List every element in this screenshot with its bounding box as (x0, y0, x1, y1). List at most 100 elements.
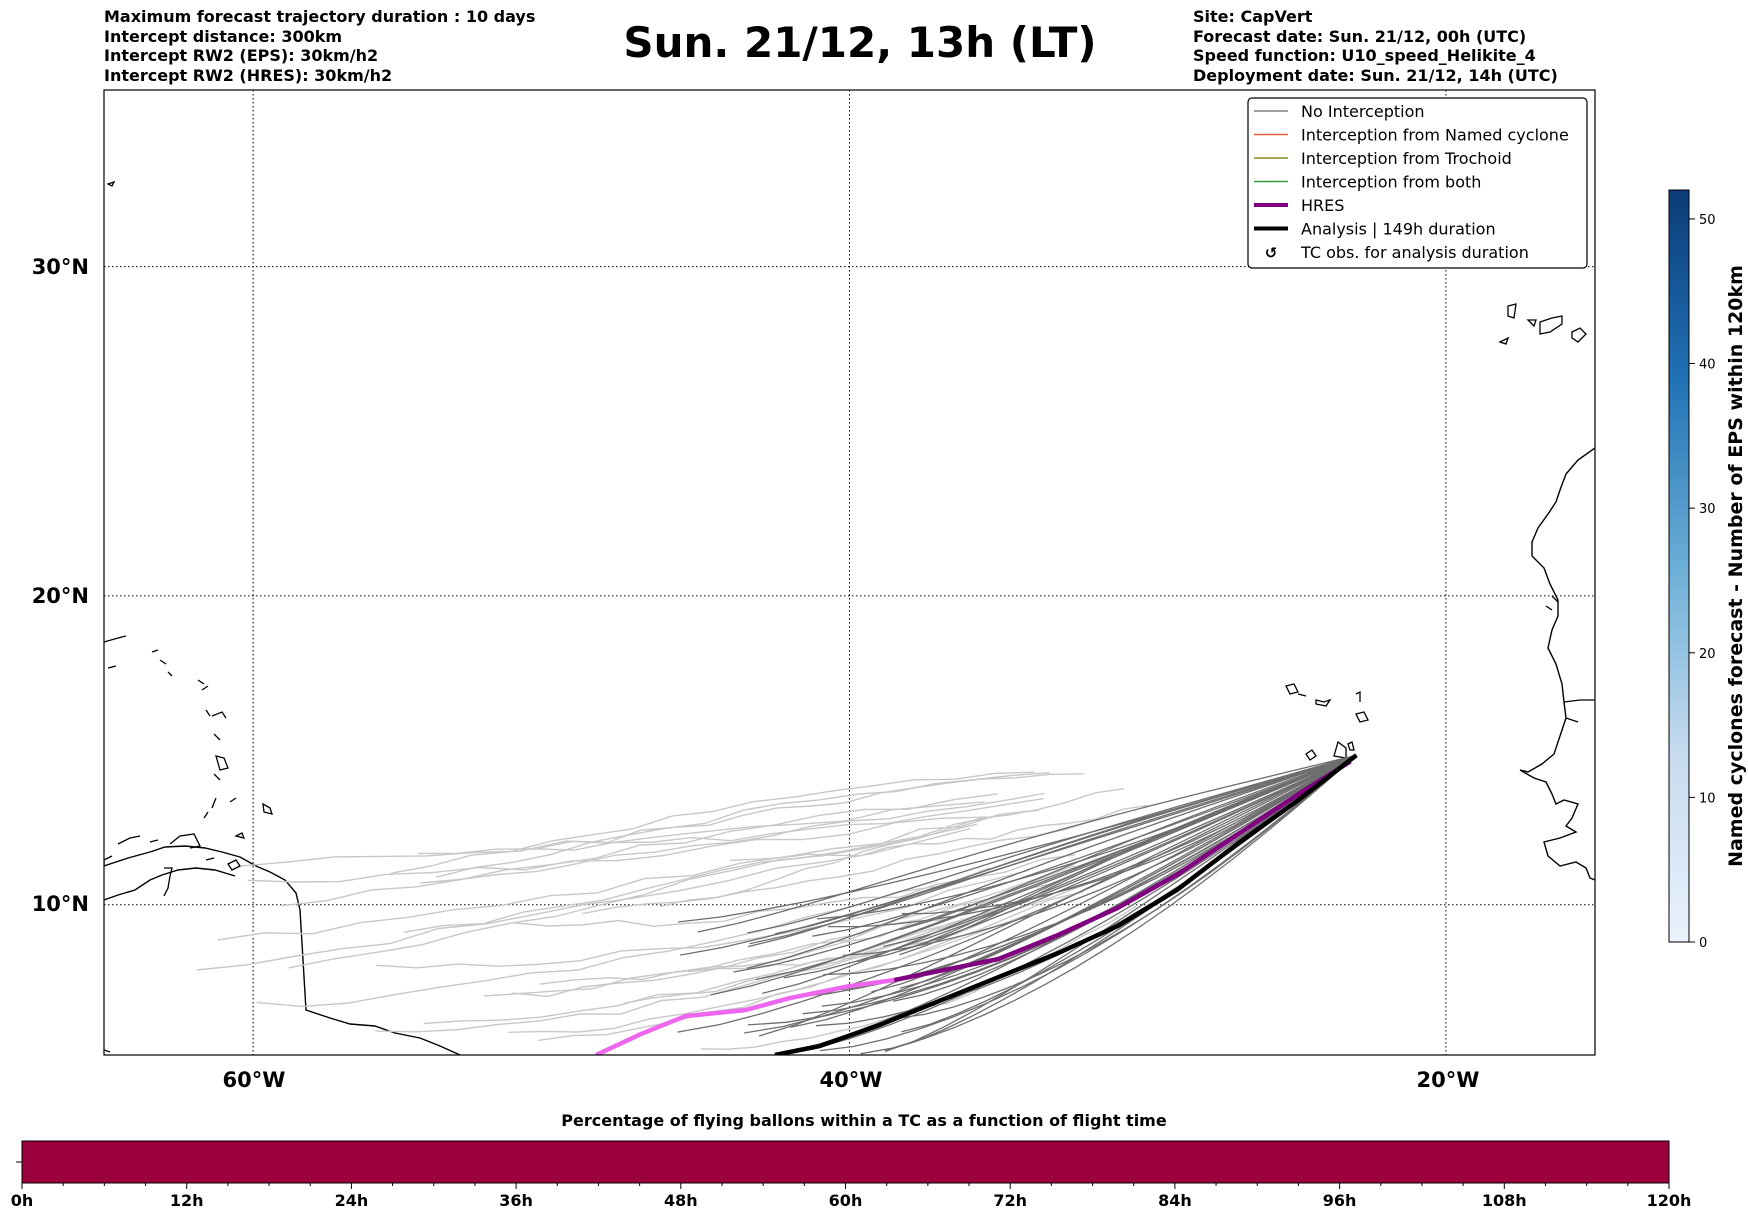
bar-tick-label: 120h (1647, 1191, 1692, 1210)
param-intercept-hres: Intercept RW2 (HRES): 30km/h2 (104, 65, 393, 85)
flight-time-bar-title: Percentage of flying ballons within a TC… (561, 1111, 1167, 1130)
ensemble-trajectory-late (436, 772, 1050, 878)
colorbar-tick-label: 20 (1699, 647, 1716, 662)
bar-tick-label: 96h (1323, 1191, 1357, 1210)
ensemble-trajectory-late (403, 809, 1040, 933)
ensemble-trajectory (749, 754, 1357, 945)
ensemble-trajectory-late (217, 823, 977, 941)
legend-label: HRES (1301, 196, 1344, 215)
lat-label-30n: 30°N (32, 255, 89, 279)
colorbar: 0 10 20 30 40 50 Named cyclones forecast - Nu… (1668, 189, 1747, 951)
legend-item: Interception from both (1254, 173, 1481, 192)
ensemble-trajectory (883, 754, 1357, 948)
colorbar-label: Named cyclones forecast - Number of EPS … (1725, 265, 1747, 867)
ensemble-trajectory-late (196, 828, 971, 971)
bar-tick-label: 72h (993, 1191, 1027, 1210)
ensemble-trajectory (819, 754, 1357, 1052)
ensemble-trajectory (900, 754, 1357, 931)
legend-item: HRES (1254, 196, 1344, 215)
bar-tick-label: 0h (11, 1191, 34, 1210)
map-title: Sun. 21/12, 13h (LT) (623, 18, 1097, 67)
ensemble-trajectory (677, 754, 1357, 1033)
ensemble-trajectory (790, 754, 1357, 1028)
param-intercept-distance: Intercept distance: 300km (104, 26, 343, 46)
legend-item: ↺ TC obs. for analysis duration (1265, 243, 1529, 262)
bar-tick-label: 60h (829, 1191, 863, 1210)
lon-label-20w: 20°W (1417, 1068, 1480, 1092)
ensemble-trajectory (828, 754, 1357, 928)
ensemble-trajectory-late (483, 868, 1066, 997)
hres-trajectory-late (595, 977, 895, 1055)
ensemble-trajectory (783, 754, 1357, 979)
island-tobago (234, 832, 246, 839)
ensemble-trajectory-late (420, 792, 1045, 884)
ensemble-trajectory (812, 754, 1357, 937)
colorbar-tick-label: 0 (1699, 936, 1707, 951)
bar-tick-label: 12h (170, 1191, 204, 1210)
coast-venezuela (104, 855, 236, 901)
site-name: Site: CapVert (1193, 7, 1313, 26)
ensemble-trajectory-late (376, 869, 1030, 969)
coast-africa (1519, 447, 1595, 881)
speed-function: Speed function: U10_speed_Helikite_4 (1193, 46, 1536, 65)
axis-labels: 30°N 20°N 10°N 60°W 40°W 20°W (32, 255, 1480, 1092)
colorbar-tick-label: 50 (1699, 213, 1716, 228)
legend-label: Analysis | 149h duration (1301, 220, 1496, 239)
antilles-south (117, 833, 215, 897)
ensemble-trajectory-late (247, 816, 987, 883)
bar-tick-label: 24h (335, 1191, 369, 1210)
ensemble-trajectory-late (582, 818, 1099, 915)
site-info: Site: CapVert Forecast date: Sun. 21/12,… (1193, 7, 1558, 85)
ensemble-trajectory (758, 754, 1357, 1037)
colorbar-tick-label: 40 (1699, 358, 1716, 373)
legend-item: No Interception (1254, 102, 1425, 121)
legend-label: No Interception (1301, 102, 1425, 121)
ensemble-trajectory-late (390, 771, 1035, 874)
forecast-parameters: Maximum forecast trajectory duration : 1… (104, 7, 535, 85)
antilles-chain (151, 649, 273, 819)
ensemble-trajectory (746, 754, 1357, 969)
ensemble-trajectory-late (538, 890, 1084, 1042)
ensemble-trajectory (860, 754, 1357, 1055)
island-cuba-tip (104, 635, 127, 669)
ensemble-trajectory (697, 754, 1357, 933)
ensemble-trajectory-late (281, 793, 999, 907)
legend-item: Analysis | 149h duration (1254, 220, 1496, 239)
analysis-trajectory (774, 753, 1358, 1055)
legend-label: Interception from Trochoid (1301, 149, 1512, 168)
legend-item: Interception from Named cyclone (1254, 126, 1569, 145)
ensemble-trajectory-late (659, 787, 1125, 908)
island-small-west (104, 180, 116, 1053)
ensemble-trajectory-late (417, 797, 1044, 855)
map-area (103, 89, 1596, 1056)
legend-item: Interception from Trochoid (1254, 149, 1512, 168)
ensemble-trajectory-late (730, 804, 1148, 861)
legend: No Interception Interception from Named c… (1247, 97, 1588, 269)
lat-label-20n: 20°N (32, 584, 89, 608)
bar-tick-label: 108h (1482, 1191, 1527, 1210)
lon-label-60w: 60°W (223, 1068, 286, 1092)
ensemble-trajectory (747, 754, 1357, 934)
ensemble-trajectory-late (288, 814, 1001, 969)
colorbar-tick-label: 30 (1699, 502, 1716, 517)
bar-tick-label: 48h (664, 1191, 698, 1210)
flight-time-bar: Percentage of flying ballons within a TC… (11, 1111, 1692, 1210)
legend-label: TC obs. for analysis duration (1300, 243, 1529, 262)
ensemble-trajectory (780, 754, 1357, 1055)
param-duration: Maximum forecast trajectory duration : 1… (104, 7, 536, 26)
lat-label-10n: 10°N (32, 892, 89, 916)
deployment-date: Deployment date: Sun. 21/12, 14h (UTC) (1193, 65, 1558, 85)
legend-box (1247, 97, 1588, 269)
island-trinidad (227, 859, 241, 871)
hres-trajectory (893, 759, 1352, 983)
forecast-date: Forecast date: Sun. 21/12, 00h (UTC) (1193, 26, 1527, 46)
flight-time-bar-fill (21, 1140, 1670, 1184)
ensemble-trajectory-late (540, 871, 1085, 985)
map-frame (103, 89, 1596, 1056)
trajectories (196, 753, 1358, 1055)
bar-tick-label: 36h (499, 1191, 533, 1210)
param-intercept-eps: Intercept RW2 (EPS): 30km/h2 (104, 46, 379, 65)
ensemble-trajectory (774, 754, 1357, 935)
coast-africa-details (1545, 595, 1595, 723)
